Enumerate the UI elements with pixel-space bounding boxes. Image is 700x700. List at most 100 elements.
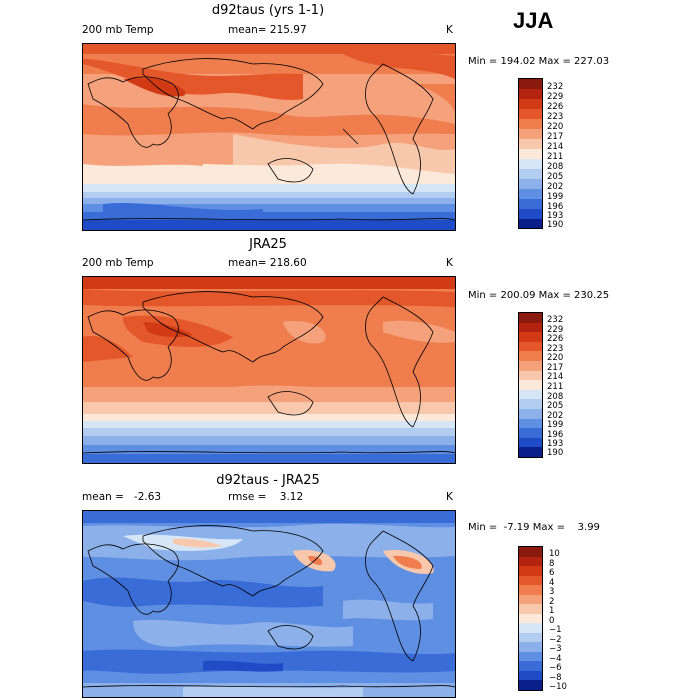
panel-2-units: K	[446, 257, 453, 269]
panel-2-legend-label: 211	[547, 382, 564, 392]
panel-2-colorbar-swatch	[519, 380, 542, 390]
panel-2-colorbar-swatch	[519, 408, 542, 419]
panel-3-legend-label: 4	[549, 578, 555, 588]
panel-1-colorbar-swatch	[519, 219, 542, 228]
panel-3-title: d92taus - JRA25	[216, 473, 320, 488]
panel-3-colorbar-swatch	[519, 670, 542, 680]
panel-1-colorbar-swatch	[519, 99, 542, 109]
panel-2-legend-label: 196	[547, 430, 564, 440]
panel-1-legend-label: 229	[547, 92, 564, 102]
panel-3-legend-label: 6	[549, 568, 555, 578]
panel-3-colorbar-swatch	[519, 547, 542, 557]
panel-1-legend-label: 193	[547, 211, 564, 221]
panel-1-legend-label: 214	[547, 142, 564, 152]
panel-1-units: K	[446, 24, 453, 36]
panel-3-colorbar	[518, 546, 543, 691]
panel-2-legend-label: 190	[547, 448, 564, 458]
panel-1-map	[82, 43, 456, 231]
panel-2-legend-label: 202	[547, 411, 564, 421]
panel-1-legend-label: 232	[547, 82, 564, 92]
panel-1-colorbar-swatch	[519, 149, 542, 159]
panel-1-colorbar-swatch	[519, 159, 542, 169]
panel-1-center-label: mean= 215.97	[228, 24, 307, 36]
panel-3-legend-label: −3	[549, 644, 562, 654]
panel-2-legend-label: 220	[547, 353, 564, 363]
panel-1-colorbar-swatch	[519, 209, 542, 219]
panel-1-colorbar-swatch	[519, 189, 542, 199]
panel-2-legend-label: 223	[547, 344, 564, 354]
panel-2-colorbar-swatch	[519, 437, 542, 448]
panel-1-legend-label: 205	[547, 172, 564, 182]
panel-3-colorbar-swatch	[519, 613, 542, 623]
panel-3-colorbar-swatch	[519, 623, 542, 633]
panel-1-legend-label: 190	[547, 220, 564, 230]
panel-1-legend-label: 226	[547, 102, 564, 112]
panel-2-legend-label: 217	[547, 363, 564, 373]
panel-1-legend-label: 220	[547, 122, 564, 132]
panel-1-colorbar-swatch	[519, 89, 542, 99]
panel-2-colorbar-swatch	[519, 313, 542, 323]
panel-2-left-label: 200 mb Temp	[82, 257, 154, 269]
panel-2-center-label: mean= 218.60	[228, 257, 307, 269]
panel-1-colorbar	[518, 78, 543, 229]
panel-3-colorbar-swatch	[519, 680, 542, 690]
panel-2-legend-label: 226	[547, 334, 564, 344]
panel-1-colorbar-swatch	[519, 119, 542, 129]
panel-3-colorbar-swatch	[519, 651, 542, 661]
panel-3-legend-label: −8	[549, 673, 562, 683]
panel-3-legend-label: 3	[549, 587, 555, 597]
panel-3-rmse-label: rmse = 3.12	[228, 491, 304, 503]
panel-3-colorbar-swatch	[519, 661, 542, 671]
panel-3-colorbar-swatch	[519, 585, 542, 595]
panel-3-legend-label: −1	[549, 625, 562, 635]
panel-2-legend-label: 193	[547, 439, 564, 449]
panel-3-colorbar-swatch	[519, 642, 542, 652]
panel-3-legend-label: −6	[549, 663, 562, 673]
panel-2-map	[82, 276, 456, 464]
panel-2-legend-label: 205	[547, 401, 564, 411]
panel-1-legend-label: 199	[547, 192, 564, 202]
panel-3-colorbar-swatch	[519, 632, 542, 642]
panel-2-colorbar-swatch	[519, 389, 542, 400]
panel-1-colorbar-swatch	[519, 179, 542, 189]
panel-2-colorbar-swatch	[519, 447, 542, 457]
panel-1-legend-label: 217	[547, 132, 564, 142]
panel-2-colorbar-swatch	[519, 418, 542, 429]
panel-1-map-field	[83, 44, 455, 230]
panel-3-mean-label: mean = -2.63	[82, 491, 162, 503]
panel-3-minmax: Min = -7.19 Max = 3.99	[468, 522, 600, 533]
panel-2-colorbar-swatch	[519, 370, 542, 381]
panel-2-colorbar-swatch	[519, 322, 542, 333]
panel-3-legend-label: −2	[549, 635, 562, 645]
panel-1-colorbar-swatch	[519, 169, 542, 179]
panel-2-colorbar	[518, 312, 543, 458]
panel-2-minmax: Min = 200.09 Max = 230.25	[468, 290, 610, 301]
panel-2-title: JRA25	[249, 237, 287, 252]
panel-1-minmax: Min = 194.02 Max = 227.03	[468, 56, 610, 67]
panel-2-map-field	[83, 277, 455, 463]
panel-3-legend-label: 10	[549, 549, 560, 559]
panel-3-map	[82, 510, 456, 698]
panel-1-left-label: 200 mb Temp	[82, 24, 154, 36]
panel-3-legend-label: −4	[549, 654, 562, 664]
panel-2-legend-label: 229	[547, 325, 564, 335]
panel-2-colorbar-swatch	[519, 351, 542, 361]
panel-1-legend-label: 211	[547, 152, 564, 162]
panel-2-legend-label: 232	[547, 315, 564, 325]
panel-1-legend-label: 196	[547, 202, 564, 212]
panel-3-legend-label: −10	[549, 682, 567, 692]
panel-1-title: d92taus (yrs 1-1)	[211, 3, 325, 18]
panel-3-units: K	[446, 491, 453, 503]
panel-1-colorbar-swatch	[519, 129, 542, 139]
panel-3-colorbar-swatch	[519, 575, 542, 585]
panel-1-colorbar-swatch	[519, 199, 542, 209]
panel-3-legend-label: 2	[549, 597, 555, 607]
panel-3-colorbar-swatch	[519, 594, 542, 604]
panel-2-colorbar-swatch	[519, 332, 542, 342]
panel-2-legend-label: 214	[547, 372, 564, 382]
panel-1-legend-label: 223	[547, 112, 564, 122]
panel-2-legend-label: 208	[547, 392, 564, 402]
panel-1-colorbar-swatch	[519, 139, 542, 149]
panel-2-colorbar-swatch	[519, 399, 542, 409]
panel-3-legend-label: 0	[549, 616, 555, 626]
